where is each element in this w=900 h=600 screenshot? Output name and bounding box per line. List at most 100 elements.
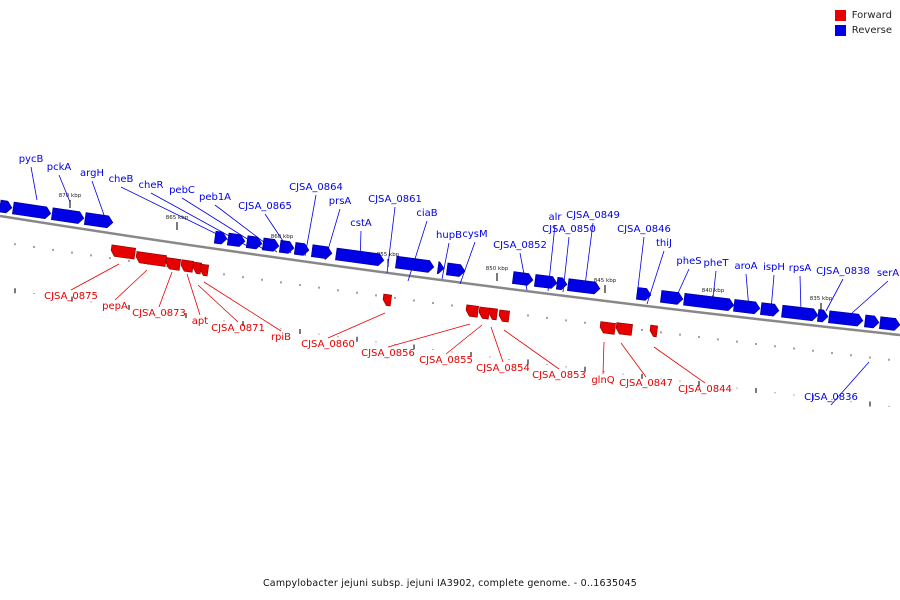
reverse-gene-label: CJSA_0838 [816,266,870,277]
forward-leader-line [70,263,120,291]
reverse-gene-label: serA [877,268,899,279]
forward-gene-label: CJSA_0871 [211,323,265,334]
reverse-gene-label: thiJ [656,238,672,249]
reverse-gene-arrow [436,261,445,275]
forward-leader-line [203,281,282,332]
reverse-gene-label: pheT [704,258,730,269]
reverse-gene-label: alr [548,212,562,223]
forward-leader-line [653,346,706,384]
reverse-leader-line [851,280,889,314]
forward-gene-arrow [465,304,480,318]
legend-reverse: Reverse [834,23,892,38]
forward-gene-label: glnQ [591,375,614,386]
reverse-gene-label: CJSA_0846 [617,224,671,235]
scale-label: 855 kbp [377,252,400,258]
reverse-gene-arrow [226,232,246,247]
reverse-leader-line [799,275,802,313]
reverse-gene-label: ciaB [416,208,437,219]
reverse-gene-label: hupB [436,230,462,241]
reverse-gene-arrow [445,262,466,277]
forward-leader-line [114,269,148,301]
reverse-gene-arrow [293,242,310,256]
reverse-gene-arrow [683,292,735,311]
tick-marks [14,243,890,407]
scale-labels: 870 kbp 865 kbp 860 kbp 855 kbp 850 kbp 845 k… [59,193,833,311]
reverse-gene-arrow [0,199,13,214]
reverse-gene-label: argH [80,168,104,179]
reverse-leader-line [825,278,844,312]
reverse-gene-label: pycB [19,154,44,165]
reverse-gene-label: cstA [350,218,372,229]
reverse-gene-arrow [213,230,228,245]
forward-gene-arrow [649,324,658,338]
reverse-gene-arrow [261,237,280,252]
forward-gene-label: CJSA_0854 [476,363,530,374]
forward-gene-arrow [478,306,491,320]
forward-leader-line [158,271,173,308]
reverse-leader-line [636,236,645,297]
reverse-leader-line [304,194,317,257]
forward-leader-line [387,323,471,348]
forward-gene-arrow [180,259,195,273]
forward-gene-arrow [615,322,633,336]
reverse-gene-label: prsA [329,196,352,207]
forward-leader-line [186,273,201,316]
forward-gene-label: CJSA_0860 [301,339,355,350]
legend-forward-label: Forward [851,10,892,21]
reverse-gene-arrow [567,278,601,295]
reverse-gene-label: aroA [735,261,758,272]
reverse-gene-arrow [555,276,568,291]
reverse-leader-line [830,361,870,406]
reverse-gene-label: rpsA [789,263,812,274]
reverse-gene-label: pebC [169,185,195,196]
scale-label: 845 kbp [594,278,617,284]
legend-forward: Forward [834,8,892,23]
forward-gene-label: CJSA_0873 [132,308,186,319]
reverse-gene-arrow [11,201,52,220]
forward-gene-label: CJSA_0853 [532,370,586,381]
scale-label: 850 kbp [486,266,509,272]
forward-gene-arrow [498,309,511,323]
reverse-gene-arrow [245,235,263,250]
reverse-gene-label: pckA [47,162,72,173]
reverse-leader-line [30,166,38,201]
legend-reverse-label: Reverse [851,25,892,36]
reverse-leader-line [441,242,450,280]
reverse-gene-arrow [733,299,761,315]
reverse-leader-line [459,241,476,285]
forward-leader-line [327,312,386,339]
forward-gene-arrow [165,257,182,271]
forward-gene-label: pepA [102,301,128,312]
forward-gene-arrow [382,293,393,307]
reverse-gene-arrow [395,255,435,273]
reverse-gene-arrow [828,310,864,327]
reverse-gene-label: ispH [763,262,785,273]
reverse-leader-line [386,206,396,274]
forward-swatch [834,10,846,21]
reverse-gene-arrow [310,244,333,259]
forward-gene-arrow [599,321,616,335]
scale-label: 870 kbp [59,193,82,199]
forward-gene-arrow [192,261,203,275]
scale-label: 865 kbp [166,215,189,221]
forward-leader-line [503,329,560,370]
reverse-gene-label: cheR [139,180,164,191]
forward-gene-label: rpiB [271,332,291,343]
reverse-swatch [834,25,846,36]
forward-leader-line [197,284,239,323]
reverse-gene-arrow [760,302,780,317]
reverse-gene-arrow [533,274,558,289]
forward-gene-arrow [199,263,210,277]
forward-gene-arrow [135,251,167,267]
reverse-gene-arrow [278,239,295,254]
scale-label: 860 kbp [271,234,294,240]
reverse-gene-label: CJSA_0850 [542,224,596,235]
gene-leader-lines [30,166,889,406]
genome-caption: Campylobacter jejuni subsp. jejuni IA390… [262,578,638,589]
reverse-gene-arrow [335,247,385,267]
reverse-gene-arrow [864,314,880,329]
reverse-gene-label: cheB [109,174,134,185]
reverse-gene-arrow [879,316,900,331]
